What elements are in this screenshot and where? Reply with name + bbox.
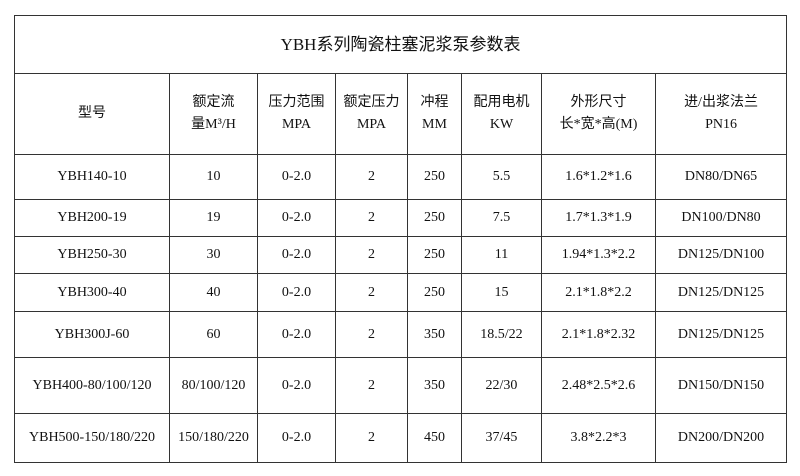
- table-cell: 0-2.0: [257, 311, 336, 358]
- table-cell: 2: [335, 273, 408, 312]
- table-cell: 10: [169, 154, 258, 200]
- table-cell: 7.5: [461, 199, 542, 237]
- header-row: 型号 额定流量M³/H 压力范围 MPA 额定压力 MPA 冲程 MM 配用电机 KW 外形尺寸长*…: [14, 73, 788, 155]
- table-cell: 0-2.0: [257, 154, 336, 200]
- table-cell: DN80/DN65: [654, 154, 788, 200]
- table-cell: 2.48*2.5*2.6: [541, 357, 656, 414]
- table-cell: 60: [169, 311, 258, 358]
- table-cell: 30: [169, 236, 258, 274]
- column-header: 型号: [14, 73, 170, 155]
- table-cell: 5.5: [461, 154, 542, 200]
- table-cell: 2: [335, 236, 408, 274]
- table-cell: 2: [335, 154, 408, 200]
- header-line1: 进/出浆法兰: [684, 95, 758, 110]
- header-line1: 额定压力: [343, 95, 400, 110]
- header-line2: KW: [489, 117, 514, 132]
- column-header: 压力范围 MPA: [257, 73, 336, 155]
- header-line1: 冲程: [420, 95, 449, 110]
- table-cell: 0-2.0: [257, 199, 336, 237]
- table-cell: DN125/DN125: [654, 311, 788, 358]
- table-cell: YBH500-150/180/220: [14, 413, 170, 463]
- table-cell: 250: [407, 154, 462, 200]
- table-cell: YBH300-40: [14, 273, 170, 312]
- table-row: YBH400-80/100/120 80/100/120 0-2.0 2 350 22/3…: [14, 357, 788, 414]
- header-line1: 额定流: [192, 95, 235, 110]
- table-cell: 2.1*1.8*2.32: [541, 311, 656, 358]
- table-cell: 1.6*1.2*1.6: [541, 154, 656, 200]
- table-row: YBH250-30 30 0-2.0 2 250 11 1.94*1.3*2.2 DN125/…: [14, 236, 788, 274]
- table-cell: 1.7*1.3*1.9: [541, 199, 656, 237]
- header-line1: 型号: [78, 106, 106, 121]
- table-row: YBH300J-60 60 0-2.0 2 350 18.5/22 2.1*1.8*2.32…: [14, 311, 788, 358]
- table-row: YBH300-40 40 0-2.0 2 250 15 2.1*1.8*2.2 DN125/D…: [14, 273, 788, 312]
- table-cell: 37/45: [461, 413, 542, 463]
- table-cell: 19: [169, 199, 258, 237]
- table-title: YBH系列陶瓷柱塞泥浆泵参数表: [13, 15, 788, 74]
- table-cell: 0-2.0: [257, 357, 336, 414]
- table-cell: 350: [407, 357, 462, 414]
- table-cell: 250: [407, 199, 462, 237]
- table-cell: 250: [407, 236, 462, 274]
- column-header: 外形尺寸长*宽*高(M): [541, 73, 656, 155]
- table-cell: DN125/DN100: [654, 236, 788, 274]
- table-cell: 250: [407, 273, 462, 312]
- table-cell: 3.8*2.2*3: [541, 413, 656, 463]
- table-row: YBH500-150/180/220 150/180/220 0-2.0 2 450 37…: [14, 413, 788, 463]
- table-cell: 0-2.0: [257, 413, 336, 463]
- header-line2: MPA: [356, 117, 387, 132]
- header-line2: MM: [422, 117, 447, 132]
- table-row: YBH200-19 19 0-2.0 2 250 7.5 1.7*1.3*1.9 DN100/…: [14, 199, 788, 237]
- column-header: 配用电机 KW: [461, 73, 542, 155]
- column-header: 冲程 MM: [407, 73, 462, 155]
- table-cell: 18.5/22: [461, 311, 542, 358]
- table-cell: 2: [335, 357, 408, 414]
- table-row: YBH140-10 10 0-2.0 2 250 5.5 1.6*1.2*1.6 DN80/D…: [14, 154, 788, 200]
- header-line2: MPA: [281, 117, 312, 132]
- table-cell: 0-2.0: [257, 273, 336, 312]
- table-cell: 80/100/120: [169, 357, 258, 414]
- header-line1: 压力范围: [268, 95, 325, 110]
- table-cell: DN150/DN150: [654, 357, 788, 414]
- table-cell: 2.1*1.8*2.2: [541, 273, 656, 312]
- table-cell: 40: [169, 273, 258, 312]
- header-line2: 长*宽*高(M): [559, 117, 638, 132]
- table-cell: DN100/DN80: [654, 199, 788, 237]
- header-line1: 外形尺寸: [570, 95, 627, 110]
- table-cell: YBH140-10: [14, 154, 170, 200]
- header-line1: 配用电机: [473, 95, 530, 110]
- table-cell: 1.94*1.3*2.2: [541, 236, 656, 274]
- table-cell: 15: [461, 273, 542, 312]
- table-cell: 11: [461, 236, 542, 274]
- table-cell: YBH200-19: [14, 199, 170, 237]
- table-cell: 0-2.0: [257, 236, 336, 274]
- header-line2: 量M³/H: [191, 117, 236, 132]
- table-cell: YBH250-30: [14, 236, 170, 274]
- table-cell: 2: [335, 413, 408, 463]
- table-cell: YBH400-80/100/120: [14, 357, 170, 414]
- table-cell: 22/30: [461, 357, 542, 414]
- parameter-table: YBH系列陶瓷柱塞泥浆泵参数表 型号 额定流量M³/H 压力范围 MPA 额定压力 MPA…: [13, 15, 788, 463]
- table-cell: 350: [407, 311, 462, 358]
- table-cell: DN200/DN200: [654, 413, 788, 463]
- column-header: 进/出浆法兰 PN16: [654, 73, 788, 155]
- header-line2: PN16: [705, 117, 737, 132]
- column-header: 额定流量M³/H: [169, 73, 258, 155]
- table-cell: DN125/DN125: [654, 273, 788, 312]
- table-cell: 450: [407, 413, 462, 463]
- table-cell: 2: [335, 199, 408, 237]
- column-header: 额定压力 MPA: [335, 73, 408, 155]
- table-cell: 2: [335, 311, 408, 358]
- table-cell: 150/180/220: [169, 413, 258, 463]
- table-cell: YBH300J-60: [14, 311, 170, 358]
